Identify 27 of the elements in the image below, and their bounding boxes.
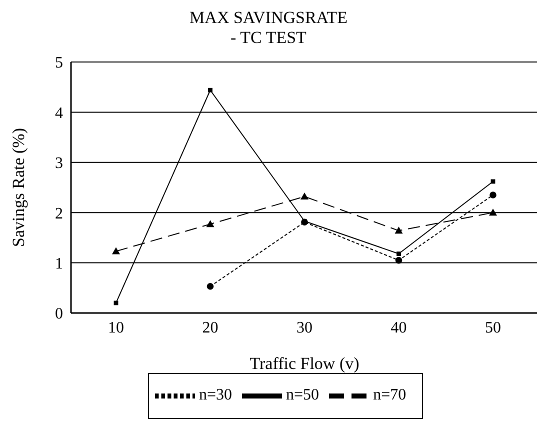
y-tick-label: 4 xyxy=(55,104,63,122)
point xyxy=(394,226,403,234)
y-tick-label: 5 xyxy=(55,54,63,72)
x-tick-label: 50 xyxy=(485,319,501,336)
y-tick-label: 3 xyxy=(55,155,63,172)
x-tick-label: 30 xyxy=(296,319,312,336)
x-tick-label: 40 xyxy=(390,319,407,336)
y-tick-label: 0 xyxy=(55,306,63,323)
point xyxy=(396,252,401,256)
point xyxy=(208,88,212,92)
y-axis-title: Savings Rate (%) xyxy=(9,128,28,247)
point xyxy=(300,192,308,200)
x-tick-label: 20 xyxy=(202,319,218,336)
point xyxy=(395,256,402,264)
point xyxy=(206,282,214,290)
legend-label: n=30 xyxy=(199,386,232,404)
x-axis-title: Traffic Flow (v) xyxy=(250,354,360,373)
point xyxy=(112,247,120,254)
chart-title: MAX SAVINGSRATE - TC TEST xyxy=(188,8,348,49)
y-tick-label: 1 xyxy=(55,255,63,272)
point xyxy=(490,192,496,198)
legend-label: n=70 xyxy=(373,386,406,404)
x-tick-label: 10 xyxy=(108,319,124,336)
point xyxy=(489,208,497,216)
point xyxy=(206,220,214,228)
y-tick-label: 2 xyxy=(55,205,63,222)
legend-label: n=50 xyxy=(286,386,320,404)
